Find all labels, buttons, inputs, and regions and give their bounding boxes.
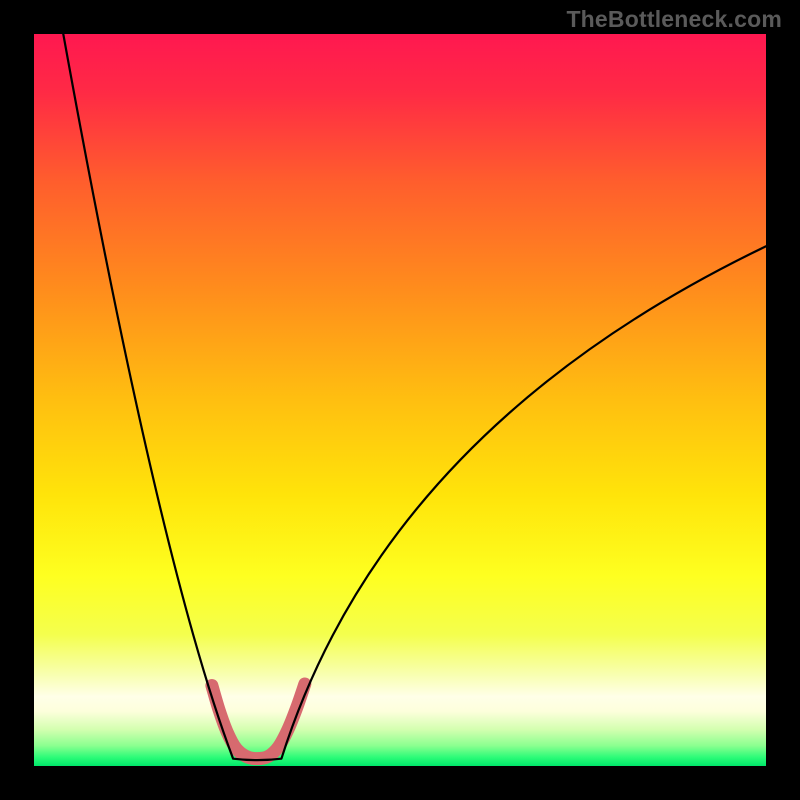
watermark-text: TheBottleneck.com bbox=[566, 6, 782, 33]
chart-frame bbox=[34, 34, 766, 766]
plot-svg bbox=[34, 34, 766, 766]
bottleneck-curve-plot bbox=[34, 34, 766, 766]
gradient-background bbox=[34, 34, 766, 766]
